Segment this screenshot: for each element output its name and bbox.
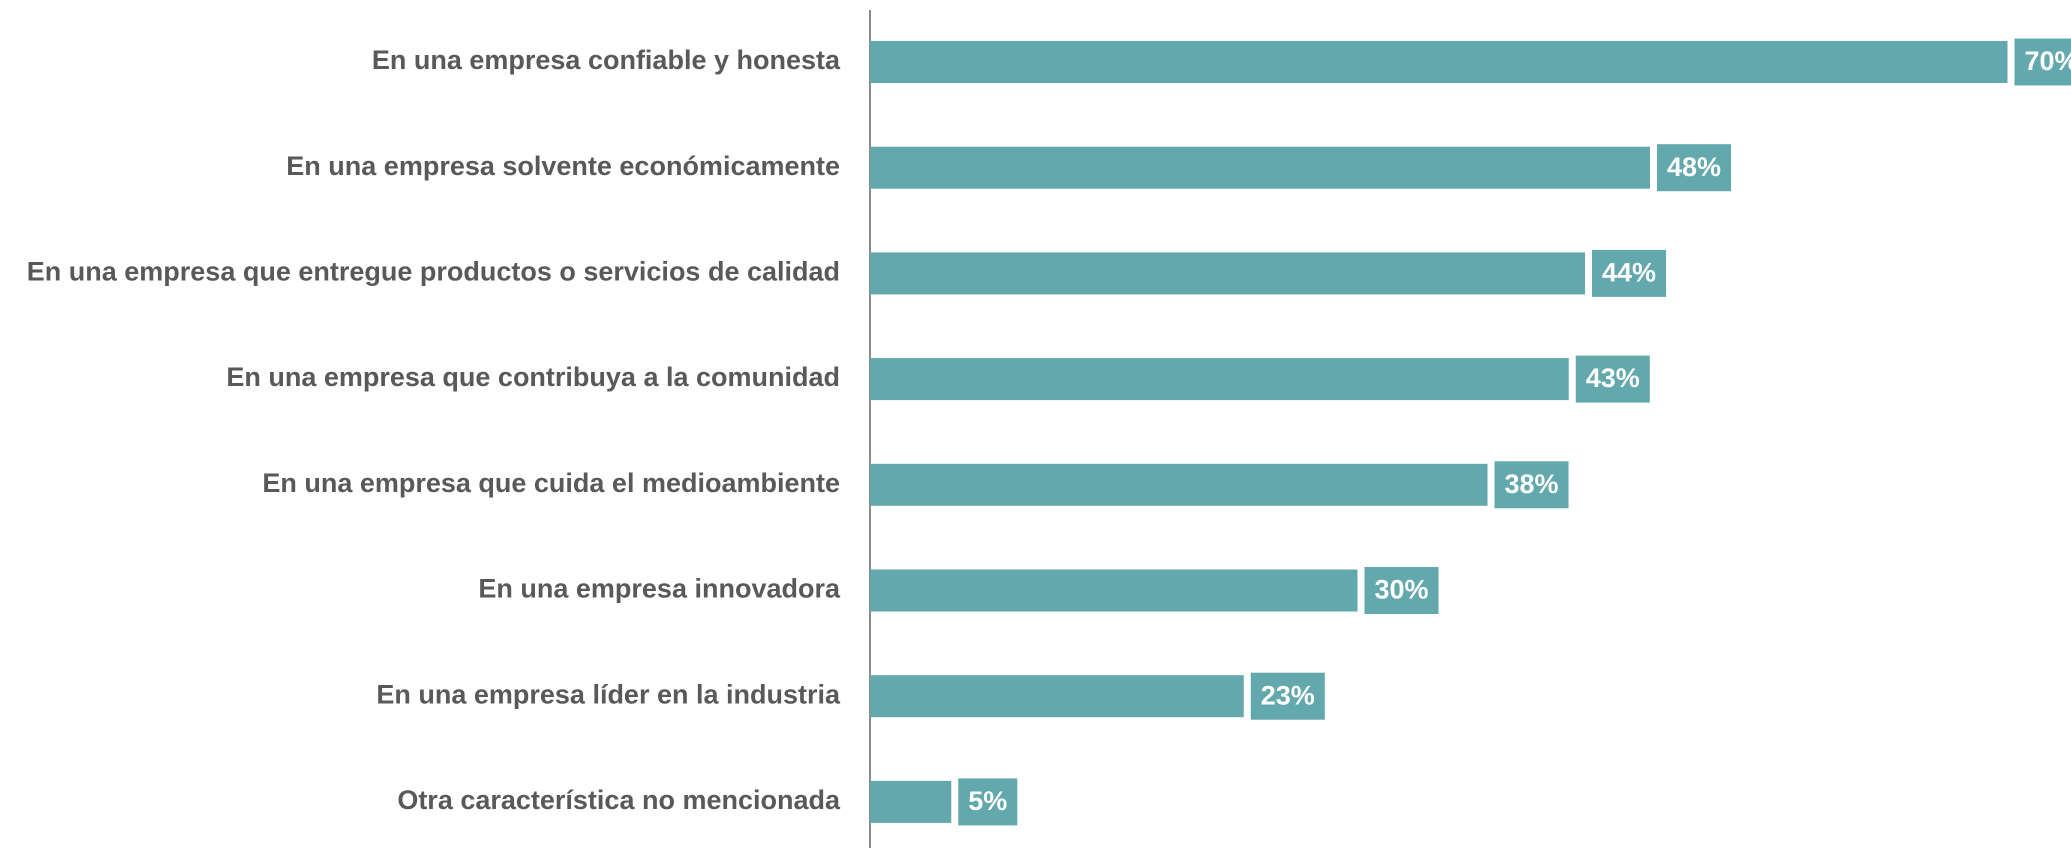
category-label: En una empresa innovadora [478,574,841,604]
value-label-box [958,778,1018,826]
category-label: En una empresa que contribuya a la comun… [226,362,840,392]
bar [870,463,1488,506]
value-label-box [1494,461,1569,509]
value-label-box [1657,144,1732,192]
value-label: 5% [968,786,1007,816]
value-label-box [1575,355,1650,403]
category-label: Otra característica no mencionada [397,785,841,815]
bar [870,41,2008,83]
bar [870,252,1585,295]
bar [870,569,1358,612]
category-label: En una empresa confiable y honesta [372,45,841,75]
category-label: En una empresa líder en la industria [376,679,841,709]
value-label: 70% [2025,46,2071,76]
value-label-box [1250,672,1325,720]
value-label-box [1364,567,1439,614]
bar [870,780,952,823]
category-label: En una empresa que cuida el medioambient… [262,468,840,498]
value-label: 44% [1602,258,1656,288]
category-label: En una empresa que entregue productos o … [27,257,840,287]
value-label: 23% [1261,680,1315,710]
value-label: 30% [1375,575,1429,605]
bar [870,675,1244,718]
value-label: 38% [1505,469,1559,499]
bar [870,358,1569,401]
value-label-box [1592,249,1667,297]
category-label: En una empresa solvente económicamente [286,151,840,181]
value-label-box [2014,38,2071,86]
bar [870,146,1650,189]
value-label: 48% [1667,152,1721,182]
value-label: 43% [1586,363,1640,393]
